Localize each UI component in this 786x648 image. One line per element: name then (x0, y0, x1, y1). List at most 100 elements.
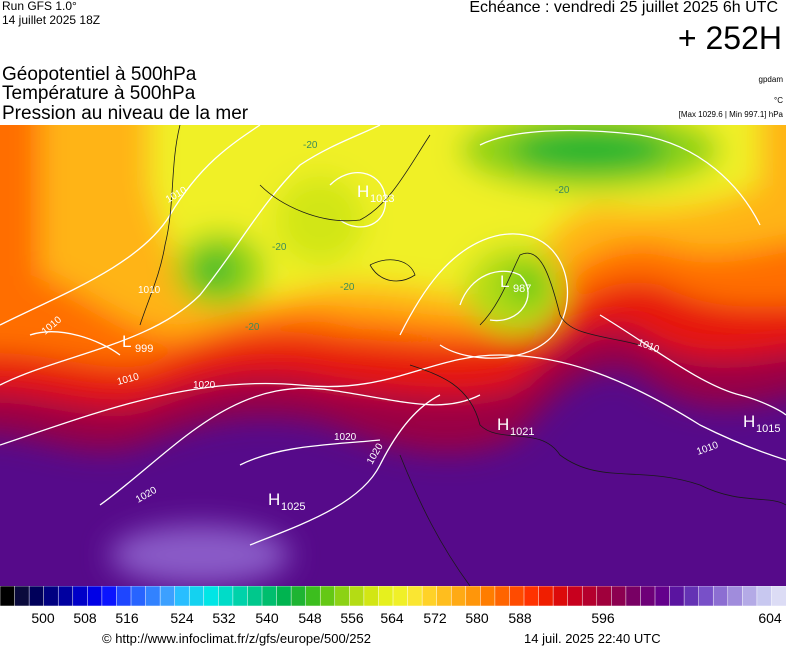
colorbar-swatch (581, 586, 598, 607)
colorbar-swatch (203, 586, 220, 607)
colorbar-swatch (276, 586, 292, 607)
colorbar-swatch (159, 586, 176, 607)
colorbar-swatch (742, 586, 758, 607)
colorbar-swatch (87, 586, 103, 607)
colorbar-swatch (407, 586, 423, 607)
colorbar-swatch (319, 586, 336, 607)
colorbar-swatch (611, 586, 627, 607)
field-label: Géopotentiel à 500hPa (2, 64, 197, 85)
pressure-center-value: 1021 (510, 426, 534, 438)
colorbar-swatch (683, 586, 700, 607)
colorbar-swatch (174, 586, 190, 607)
colorbar-label: 564 (380, 610, 404, 626)
pressure-center-value: 1023 (370, 193, 394, 205)
coastlines (139, 125, 786, 586)
valid-time: Echéance : vendredi 25 juillet 2025 6h U… (469, 0, 778, 16)
colorbar-swatch (771, 586, 786, 607)
colorbar-swatch (494, 586, 511, 607)
pressure-center-value: 987 (513, 283, 531, 295)
timestamp: 14 juil. 2025 22:40 UTC (524, 631, 661, 646)
colorbar-label: 548 (298, 610, 322, 626)
colorbar-swatch (101, 586, 118, 607)
colorbar-label: 508 (73, 610, 97, 626)
colorbar-swatch (334, 586, 351, 607)
pressure-center-letter: L (122, 332, 131, 351)
colorbar-swatch (596, 586, 613, 607)
colorbar-swatch (640, 586, 656, 607)
colorbar-label: 572 (423, 610, 447, 626)
colorbar-swatch (523, 586, 540, 607)
colorbar: 500 508 516 524 532 540 548 556 564 572 580 588 596 6… (0, 586, 786, 626)
contour-label: -20 (555, 185, 570, 196)
colorbar-swatch (145, 586, 161, 607)
contour-label: -20 (340, 282, 355, 293)
colorbar-swatch (450, 586, 467, 607)
pressure-center-letter: H (357, 182, 369, 201)
colorbar-swatch (509, 586, 525, 607)
contour-label: 1020 (193, 380, 216, 391)
lead-time: + 252H (677, 20, 782, 56)
colorbar-swatch (436, 586, 452, 607)
colorbar-label: 524 (170, 610, 194, 626)
colorbar-label: 516 (115, 610, 139, 626)
colorbar-swatch (363, 586, 380, 607)
colorbar-swatch (480, 586, 496, 607)
colorbar-swatch (392, 586, 409, 607)
contour-label: -20 (245, 322, 260, 333)
colorbar-swatch (625, 586, 642, 607)
colorbar-label: 580 (465, 610, 489, 626)
colorbar-swatch (669, 586, 685, 607)
contour-label: 1020 (334, 432, 357, 443)
colorbar-swatch (130, 586, 147, 607)
pressure-center-letter: L (500, 272, 509, 291)
colorbar-swatch (247, 586, 263, 607)
colorbar-swatch (698, 586, 714, 607)
contour-label: -20 (272, 242, 287, 253)
colorbar-swatch (290, 586, 307, 607)
contour-label: 1010 (138, 285, 161, 296)
pressure-center-value: 1015 (756, 423, 780, 435)
contour-label: -20 (303, 140, 318, 151)
colorbar-label: 596 (591, 610, 615, 626)
unit-label: [Max 1029.6 | Min 997.1] hPa (678, 110, 783, 119)
unit-label: °C (774, 96, 783, 105)
colorbar-label: 604 (758, 610, 782, 626)
colorbar-swatch (552, 586, 569, 607)
colorbar-label: 556 (340, 610, 364, 626)
colorbar-swatch (654, 586, 671, 607)
pressure-center-letter: H (743, 412, 755, 431)
colorbar-swatch (28, 586, 45, 607)
colorbar-swatch (727, 586, 744, 607)
pressure-center-letter: H (497, 415, 509, 434)
field-label: Pression au niveau de la mer (2, 103, 249, 124)
run-label: Run GFS 1.0° (2, 0, 77, 13)
colorbar-swatch (538, 586, 554, 607)
colorbar-swatch (232, 586, 249, 607)
colorbar-label: 532 (212, 610, 236, 626)
colorbar-label: 540 (255, 610, 279, 626)
field-shading (0, 125, 786, 586)
colorbar-swatch (72, 586, 89, 607)
colorbar-label: 588 (508, 610, 532, 626)
colorbar-swatch (57, 586, 74, 607)
colorbar-swatch (712, 586, 729, 607)
colorbar-swatch (421, 586, 438, 607)
run-date: 14 juillet 2025 18Z (2, 13, 101, 27)
field-label: Température à 500hPa (2, 83, 196, 104)
colorbar-swatch (567, 586, 583, 607)
colorbar-swatch (14, 586, 30, 607)
colorbar-swatch (349, 586, 365, 607)
isobars (0, 125, 786, 546)
colorbar-swatch (218, 586, 234, 607)
colorbar-swatch (188, 586, 205, 607)
colorbar-swatch (756, 586, 773, 607)
colorbar-swatch (261, 586, 278, 607)
colorbar-swatch (116, 586, 132, 607)
colorbar-swatch (378, 586, 394, 607)
pressure-center-value: 999 (135, 343, 153, 355)
source-url: © http://www.infoclimat.fr/z/gfs/europe/… (102, 631, 371, 646)
colorbar-swatch (43, 586, 59, 607)
pressure-center-value: 1025 (281, 501, 305, 513)
